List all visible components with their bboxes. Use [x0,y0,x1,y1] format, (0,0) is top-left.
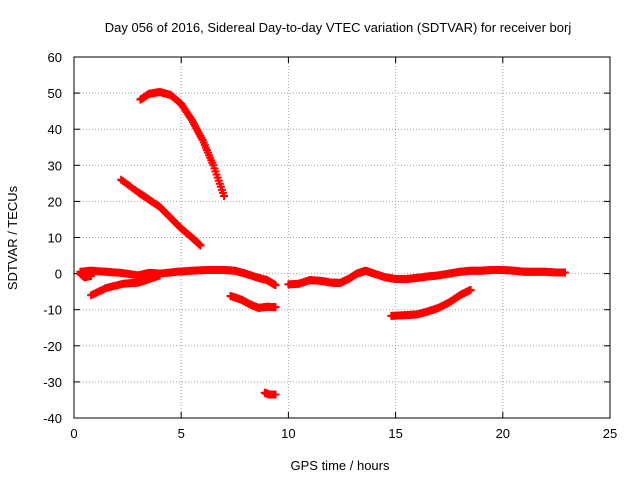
y-tick-label: 60 [48,50,62,65]
y-tick-label: -20 [43,339,62,354]
data-point [87,271,96,280]
x-tick-label: 20 [496,426,510,441]
series-arc-9 [387,285,475,320]
y-tick-label: 10 [48,231,62,246]
axis-ticks: 0 5 10 15 20 25 -40 -30 -20 -10 0 10 20 30 40 50 60 [43,50,617,441]
data-point [466,285,475,294]
series-arc-2 [87,271,164,300]
x-tick-label: 15 [388,426,402,441]
series-arc-7 [260,388,280,399]
series-arc-1 [76,265,280,290]
x-tick-label: 10 [281,426,295,441]
data-point [271,281,280,290]
series-arc-3 [76,269,96,282]
y-tick-label: 20 [48,194,62,209]
y-tick-label: 30 [48,158,62,173]
chart-title: Day 056 of 2016, Sidereal Day-to-day VTE… [105,20,572,35]
y-tick-label: 50 [48,86,62,101]
y-tick-label: 40 [48,122,62,137]
plot-frame [73,56,611,419]
data-point [155,271,164,280]
data-point [196,241,205,250]
y-tick-label: -10 [43,303,62,318]
y-tick-label: 0 [55,267,62,282]
x-tick-label: 25 [603,426,617,441]
data-point [560,268,569,277]
grid [74,57,610,418]
y-tick-label: -40 [43,411,62,426]
data-point [220,191,229,200]
x-tick-label: 0 [70,426,77,441]
data-series [76,88,569,399]
y-axis-label: SDTVAR / TECUs [5,185,20,290]
y-tick-label: -30 [43,375,62,390]
x-axis-label: GPS time / hours [291,458,390,473]
x-tick-label: 5 [178,426,185,441]
series-arc-8 [284,265,569,289]
data-point [271,390,280,399]
data-point [271,303,280,312]
series-arc-4 [136,88,229,200]
series-arc-6 [226,291,280,312]
series-arc-5 [117,175,205,250]
